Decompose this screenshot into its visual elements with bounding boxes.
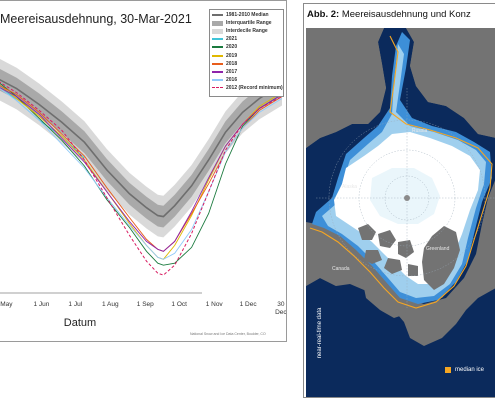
map-title-text: Meereisausdehnung und Konz (339, 9, 471, 20)
map-title-figure-number: Abb. 2: (307, 9, 340, 20)
chart-title: Meereisausdehnung, 30-Mar-2021 (0, 12, 192, 26)
legend-label: Interquartile Range (226, 20, 272, 27)
x-tick-label: 1 Jul (68, 301, 82, 308)
land-mass (306, 224, 356, 286)
legend-swatch (212, 38, 223, 41)
map-label-alaska: Alaska (342, 184, 358, 190)
map-label-canada: Canada (332, 266, 350, 272)
band-interquartile-range (0, 68, 282, 228)
legend-item-2016: 2016 (212, 76, 281, 84)
legend-swatch (212, 20, 223, 26)
extent-chart: May 1 Jun 1 Jul 1 Aug 1 Sep 1 Oct 1 Nov 1 Dec 30… (0, 58, 287, 316)
arctic-archipelago (364, 250, 382, 264)
legend-swatch (212, 87, 223, 89)
x-tick-label: 1 Nov (206, 301, 224, 308)
legend-swatch (212, 78, 223, 81)
legend-label: 2021 (226, 36, 238, 43)
x-tick-label: Dec (275, 309, 287, 316)
north-pole-marker (404, 195, 410, 201)
arctic-archipelago (358, 224, 376, 240)
x-tick-label: 1 Jun (33, 301, 49, 308)
legend-label: 2018 (226, 60, 238, 67)
legend-label: 1981-2010 Median (226, 12, 269, 19)
map-side-label: near-real-time data (317, 307, 323, 359)
median-ice-label: median ice (455, 367, 485, 373)
arctic-archipelago (384, 258, 402, 274)
x-tick-label: 1 Sep (137, 301, 154, 308)
x-tick-label: 1 Dec (240, 301, 258, 308)
series-line-2017 (0, 87, 283, 252)
legend-label: 2019 (226, 52, 238, 59)
sea-ice-map-panel: Abb. 2: Meereisausdehnung und Konz (303, 3, 495, 398)
legend-item-2021: 2021 (212, 35, 281, 43)
arctic-archipelago (408, 264, 418, 276)
median-ice-legend: median ice (445, 367, 484, 373)
legend-swatch (212, 70, 223, 73)
legend-swatch (212, 14, 223, 17)
legend-item-2019: 2019 (212, 51, 281, 59)
series-line-1981-2010 (0, 78, 283, 218)
x-tick-label: 1 Oct (171, 301, 187, 308)
series-line-2020 (0, 82, 283, 266)
legend-swatch (212, 28, 223, 34)
legend-swatch (212, 62, 223, 65)
x-tick-label: 30 (277, 301, 285, 308)
legend-label: Interdecile Range (226, 28, 268, 35)
legend-label: 2017 (226, 68, 238, 75)
legend-item-2020: 2020 (212, 43, 281, 51)
land-mass (362, 272, 406, 318)
arctic-map-graphic (306, 28, 495, 397)
legend-label: 2012 (Record minimum) (226, 84, 283, 91)
legend-item-2017: 2017 (212, 68, 281, 76)
land-mass (306, 28, 386, 148)
x-tick-label: 1 Aug (102, 301, 119, 308)
x-tick-label: May (0, 301, 13, 308)
chart-credit: National Snow and Ice Data Center, Bould… (190, 332, 266, 336)
series-line-2016 (0, 88, 283, 260)
legend-item-2012: 2012 (Record minimum) (212, 84, 283, 92)
legend-label: 2016 (226, 76, 238, 83)
greenland (422, 226, 460, 290)
arctic-archipelago (398, 240, 414, 258)
legend-item-2018: 2018 (212, 60, 281, 68)
x-axis-title: Datum (63, 317, 97, 329)
legend-item-median: 1981-2010 Median (212, 11, 281, 19)
map-title: Abb. 2: Meereisausdehnung und Konz (307, 9, 471, 20)
chart-legend: 1981-2010 Median Interquartile Range Int… (209, 9, 284, 97)
map-label-russia: Russia (412, 128, 428, 134)
median-ice-swatch (445, 367, 451, 373)
series-line-2012 (0, 81, 283, 276)
median-ice-edge (309, 35, 493, 309)
legend-label: 2020 (226, 44, 238, 51)
legend-item-interdecile: Interdecile Range (212, 27, 281, 35)
land-mass (406, 28, 495, 138)
legend-swatch (212, 54, 223, 57)
arctic-map: Russia Alaska Canada Greenland near-real… (306, 28, 495, 397)
extent-chart-panel: May 1 Jun 1 Jul 1 Aug 1 Sep 1 Oct 1 Nov 1 Dec 30… (0, 0, 287, 342)
legend-swatch (212, 46, 223, 49)
map-label-greenland: Greenland (426, 246, 450, 252)
legend-item-interquartile: Interquartile Range (212, 19, 281, 27)
